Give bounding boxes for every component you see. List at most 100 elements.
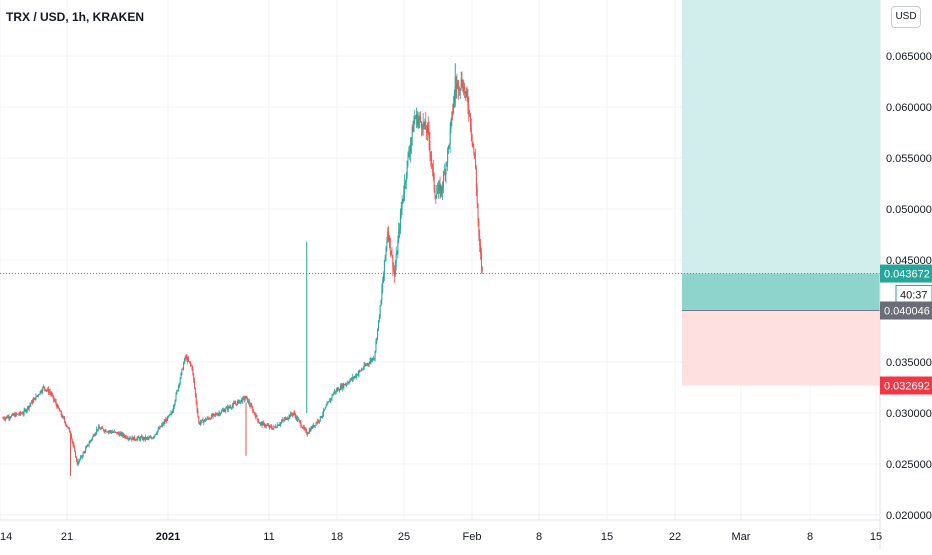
candle-body — [240, 399, 242, 401]
candle-body — [231, 407, 233, 409]
candle-body — [11, 413, 13, 416]
candle-body — [177, 389, 179, 391]
candle-body — [42, 387, 44, 392]
candle-body — [288, 415, 290, 419]
candle-body — [151, 438, 153, 440]
candle-body — [300, 422, 302, 427]
candle-body — [145, 436, 147, 440]
candle-body — [332, 394, 334, 396]
candle-body — [186, 356, 188, 362]
candle-body — [458, 81, 460, 91]
candle-body — [64, 418, 66, 422]
candle-body — [39, 391, 41, 395]
candle-body — [56, 404, 58, 408]
candle-body — [188, 361, 190, 363]
candle-body — [228, 406, 230, 408]
candle-body — [9, 417, 11, 419]
price-levels — [0, 273, 880, 312]
candle-body — [132, 437, 134, 441]
candle-body — [313, 425, 315, 427]
candle-body — [294, 413, 296, 416]
candle-body — [252, 407, 254, 412]
candle-body — [296, 416, 298, 421]
candle-body — [41, 391, 43, 393]
candle-body — [213, 413, 215, 415]
candle-body — [433, 173, 435, 189]
candle-body — [388, 231, 390, 241]
candle-body — [253, 411, 255, 413]
currency-button[interactable]: USD — [891, 6, 921, 28]
candle-body — [459, 88, 461, 90]
candle-body — [372, 358, 374, 361]
candle-body — [230, 407, 232, 408]
candle-body — [346, 382, 348, 384]
candle-body — [369, 361, 371, 364]
candle-body — [182, 368, 184, 370]
candle-body — [306, 430, 308, 435]
candle-body — [28, 405, 30, 409]
candle-body — [6, 416, 8, 418]
candle-body — [142, 437, 144, 440]
candle-body — [399, 213, 401, 230]
candle-body — [152, 437, 154, 439]
price-tick-label: 0.055000 — [886, 153, 932, 165]
candle-body — [137, 436, 139, 439]
candle-body — [426, 129, 428, 133]
candle-body — [334, 391, 336, 393]
candle-body — [354, 375, 356, 378]
candle-body — [343, 384, 345, 388]
candle-body — [140, 437, 142, 440]
candle-body — [358, 370, 360, 374]
candle-body — [59, 408, 61, 412]
candle-body — [241, 399, 243, 402]
candle-body — [421, 121, 422, 128]
candle-body — [402, 198, 404, 203]
current-price-label-bg — [880, 264, 932, 283]
candle-body — [247, 397, 249, 403]
candle-body — [345, 384, 347, 386]
candle-body — [260, 422, 262, 424]
candle-body — [350, 378, 352, 380]
candle-body — [134, 439, 136, 441]
candle-body — [365, 364, 367, 366]
candle-body — [259, 422, 260, 424]
candle-body — [167, 416, 169, 417]
candle-body — [338, 388, 340, 391]
candle-body — [126, 437, 128, 439]
candle-body — [44, 388, 46, 391]
candle-body — [237, 401, 239, 405]
candle-body — [389, 237, 391, 252]
candle-body — [10, 417, 12, 419]
candle-body — [94, 434, 96, 436]
candle-body — [16, 413, 17, 415]
symbol-title[interactable]: TRX / USD, 1h, KRAKEN — [6, 10, 145, 24]
candle-body — [254, 414, 256, 417]
candle-body — [3, 418, 5, 419]
candle-body — [189, 362, 191, 365]
candle-body — [86, 446, 88, 449]
candle-body — [394, 269, 395, 276]
candle-body — [103, 430, 105, 432]
candle-body — [86, 444, 88, 447]
candle-body — [256, 415, 258, 419]
candle-body — [286, 419, 288, 420]
candle-body — [351, 377, 353, 380]
candle-body — [255, 415, 257, 417]
candle-body — [115, 431, 117, 433]
candle-body — [211, 415, 213, 417]
candle-body — [434, 188, 436, 198]
candle-body — [307, 432, 309, 434]
candle-body — [468, 106, 470, 113]
candle-body — [110, 430, 112, 432]
candle-body — [452, 111, 454, 113]
candle-body — [210, 415, 212, 419]
candle-body — [251, 405, 253, 408]
candle-body — [18, 414, 20, 416]
candle-body — [236, 403, 238, 405]
candle-body — [437, 186, 439, 192]
candle-body — [91, 439, 93, 441]
candle-body — [75, 451, 77, 458]
candle-body — [427, 125, 429, 128]
